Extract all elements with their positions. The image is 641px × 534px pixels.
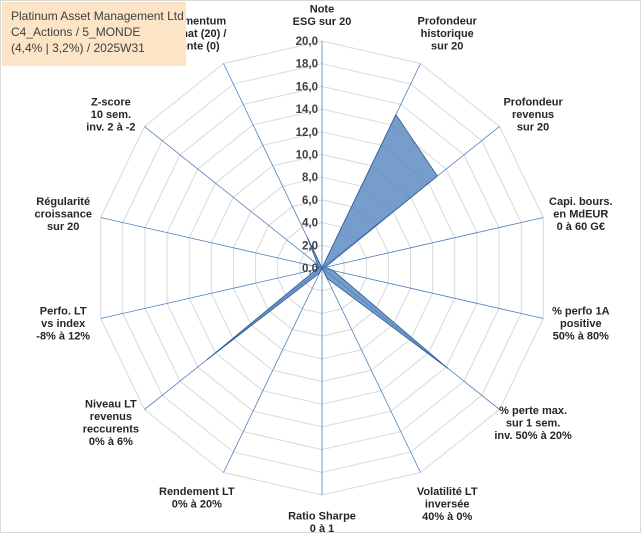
tick-label: 16,0 — [296, 81, 318, 93]
tick-layer: 0,0 2,0 4,0 6,0 8,0 10,0 12,0 14,0 16,0 18,0 20,0 — [296, 36, 318, 275]
series-area — [207, 115, 448, 369]
tick-label: 2,0 — [302, 240, 318, 252]
axis-spoke — [145, 127, 323, 269]
tick-label: 10,0 — [296, 150, 318, 162]
chart-title-box: Platinum Asset Management Ltd C4_Actions… — [2, 2, 186, 66]
tick-label: 14,0 — [296, 104, 318, 116]
chart-subtitle-period: (4,4% | 3,2%) / 2025W31 — [11, 40, 186, 56]
tick-label: 4,0 — [302, 218, 318, 230]
axis-label: % perte max.sur 1 sem.inv. 50% à 20% — [494, 405, 572, 442]
chart-subtitle-category: C4_Actions / 5_MONDE — [11, 24, 186, 40]
tick-label: 0,0 — [302, 263, 318, 275]
tick-label: 20,0 — [296, 36, 318, 48]
chart-title: Platinum Asset Management Ltd — [11, 8, 186, 24]
tick-label: 6,0 — [302, 195, 318, 207]
series-layer — [207, 115, 448, 369]
tick-label: 8,0 — [302, 172, 318, 184]
tick-label: 12,0 — [296, 127, 318, 139]
tick-label: 18,0 — [296, 59, 318, 71]
